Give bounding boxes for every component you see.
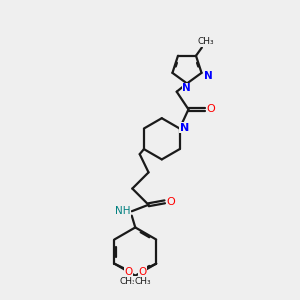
Text: O: O: [167, 197, 176, 207]
Text: CH₃: CH₃: [134, 277, 151, 286]
Text: CH₃: CH₃: [197, 37, 214, 46]
Text: O: O: [124, 267, 132, 277]
Text: NH: NH: [115, 206, 131, 216]
Text: N: N: [204, 71, 212, 81]
Text: O: O: [138, 267, 146, 277]
Text: N: N: [182, 83, 191, 94]
Text: CH₃: CH₃: [120, 277, 136, 286]
Text: O: O: [207, 104, 215, 114]
Text: N: N: [180, 123, 189, 133]
